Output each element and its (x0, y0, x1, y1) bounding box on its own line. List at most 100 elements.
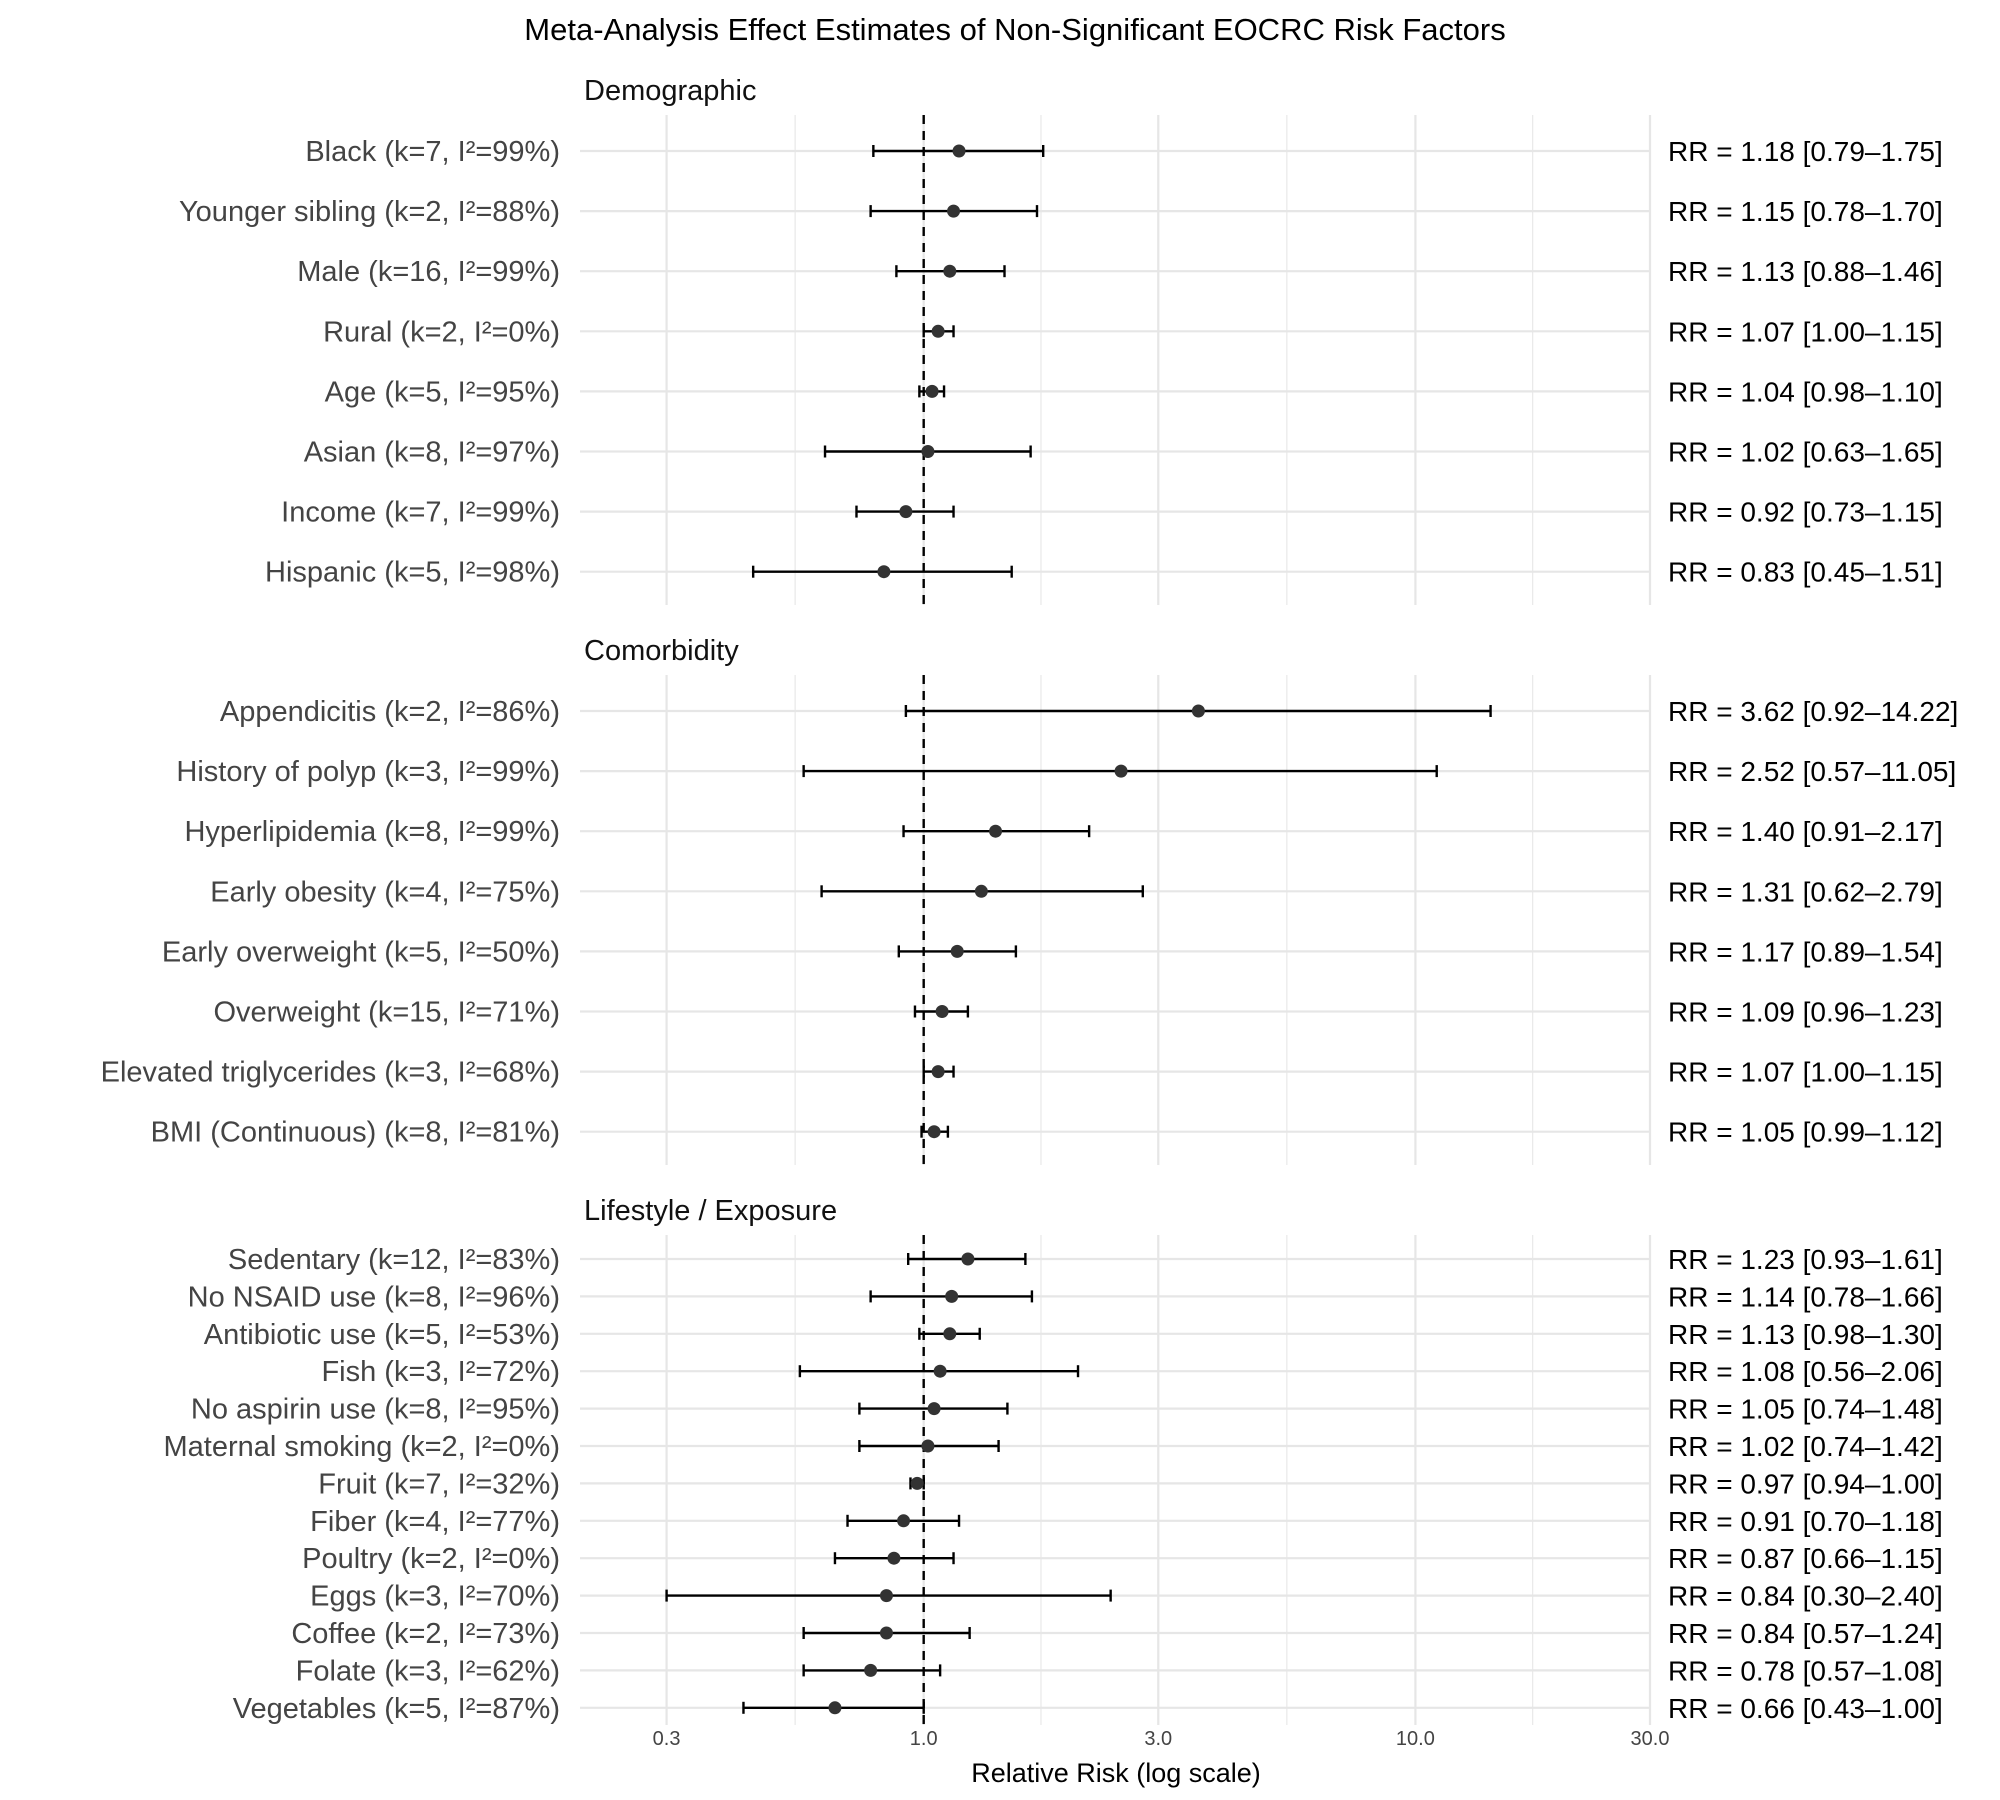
panel-title: Lifestyle / Exposure (584, 1195, 837, 1227)
row-label: Fiber (k=4, I²=77%) (310, 1506, 560, 1538)
point-estimate (950, 944, 964, 958)
point-estimate (933, 1364, 947, 1378)
row-label: Rural (k=2, I²=0%) (323, 316, 560, 348)
row-label: Appendicitis (k=2, I²=86%) (220, 696, 560, 728)
x-tick-label: 30.0 (1631, 1728, 1670, 1750)
rr-label: RR = 1.31 [0.62–2.79] (1668, 876, 1943, 907)
point-estimate (921, 1439, 935, 1453)
row-label: Early overweight (k=5, I²=50%) (162, 936, 560, 968)
rr-label: RR = 0.83 [0.45–1.51] (1668, 557, 1943, 588)
row-label: Age (k=5, I²=95%) (325, 376, 560, 408)
point-estimate (897, 1514, 911, 1528)
rr-label: RR = 1.13 [0.88–1.46] (1668, 256, 1943, 287)
rr-label: RR = 0.84 [0.57–1.24] (1668, 1618, 1943, 1649)
rr-label: RR = 1.23 [0.93–1.61] (1668, 1244, 1943, 1275)
point-estimate (925, 384, 939, 398)
row-label: Poultry (k=2, I²=0%) (302, 1543, 560, 1575)
point-estimate (927, 1125, 941, 1139)
rr-label: RR = 0.78 [0.57–1.08] (1668, 1655, 1943, 1686)
rr-label: RR = 1.09 [0.96–1.23] (1668, 997, 1943, 1028)
row-label: No aspirin use (k=8, I²=95%) (191, 1394, 560, 1426)
panel-title: Comorbidity (584, 635, 739, 667)
x-axis: 0.3 1.0 3.0 10.0 30.0 (653, 1728, 1670, 1750)
point-estimate (910, 1476, 924, 1490)
rr-label: RR = 1.02 [0.74–1.42] (1668, 1431, 1943, 1462)
point-estimate (945, 1289, 959, 1303)
rr-label: RR = 0.92 [0.73–1.15] (1668, 497, 1943, 528)
panel-0: Demographic Black (k=7, I²=99%) RR = 1.18 … (179, 75, 1943, 605)
rr-label: RR = 0.87 [0.66–1.15] (1668, 1543, 1943, 1574)
point-estimate (974, 884, 988, 898)
panel-1: Comorbidity Appendicitis (k=2, I²=86%) RR … (101, 635, 1958, 1165)
point-estimate (1114, 764, 1128, 778)
row-label: Hispanic (k=5, I²=98%) (265, 557, 560, 589)
row-label: Maternal smoking (k=2, I²=0%) (164, 1431, 560, 1463)
point-estimate (887, 1551, 901, 1565)
point-estimate (989, 824, 1003, 838)
row-label: Eggs (k=3, I²=70%) (310, 1581, 560, 1613)
row-label: Folate (k=3, I²=62%) (296, 1655, 560, 1687)
rr-label: RR = 1.13 [0.98–1.30] (1668, 1319, 1943, 1350)
panel-title: Demographic (584, 75, 756, 107)
point-estimate (947, 204, 961, 218)
row-label: History of polyp (k=3, I²=99%) (176, 756, 560, 788)
point-estimate (879, 1589, 893, 1603)
row-label: Income (k=7, I²=99%) (281, 497, 560, 529)
row-label: Vegetables (k=5, I²=87%) (233, 1693, 560, 1725)
point-estimate (921, 445, 935, 458)
row-label: Coffee (k=2, I²=73%) (291, 1618, 560, 1650)
x-tick-label: 3.0 (1144, 1728, 1172, 1750)
rr-label: RR = 0.97 [0.94–1.00] (1668, 1468, 1943, 1499)
point-estimate (931, 1065, 945, 1079)
rr-label: RR = 1.18 [0.79–1.75] (1668, 136, 1943, 167)
rr-label: RR = 1.08 [0.56–2.06] (1668, 1356, 1943, 1387)
point-estimate (1191, 704, 1205, 718)
point-estimate (935, 1005, 949, 1018)
point-estimate (864, 1663, 878, 1677)
row-label: Elevated triglycerides (k=3, I²=68%) (101, 1057, 560, 1089)
point-estimate (879, 1626, 893, 1640)
x-axis-title: Relative Risk (log scale) (971, 1758, 1261, 1788)
rr-label: RR = 1.05 [0.74–1.48] (1668, 1394, 1943, 1425)
chart-title: Meta-Analysis Effect Estimates of Non-Si… (524, 12, 1505, 47)
rr-label: RR = 1.15 [0.78–1.70] (1668, 196, 1943, 227)
row-label: Male (k=16, I²=99%) (297, 256, 560, 288)
rr-label: RR = 3.62 [0.92–14.22] (1668, 696, 1958, 727)
row-label: Antibiotic use (k=5, I²=53%) (204, 1319, 560, 1351)
rr-label: RR = 0.84 [0.30–2.40] (1668, 1581, 1943, 1612)
point-estimate (931, 324, 945, 338)
x-tick-label: 0.3 (653, 1728, 681, 1750)
row-label: Sedentary (k=12, I²=83%) (228, 1244, 560, 1276)
x-tick-label: 10.0 (1396, 1728, 1435, 1750)
panel-2: Lifestyle / Exposure Sedentary (k=12, I²=… (164, 1195, 1943, 1725)
rr-label: RR = 2.52 [0.57–11.05] (1668, 756, 1956, 787)
point-estimate (952, 144, 966, 158)
row-label: No NSAID use (k=8, I²=96%) (188, 1281, 560, 1313)
plot-layer: Demographic Black (k=7, I²=99%) RR = 1.18 … (101, 75, 1958, 1725)
rr-label: RR = 1.05 [0.99–1.12] (1668, 1117, 1943, 1148)
rr-label: RR = 1.02 [0.63–1.65] (1668, 437, 1943, 468)
row-label: Asian (k=8, I²=97%) (304, 437, 560, 469)
row-label: Early obesity (k=4, I²=75%) (210, 876, 560, 908)
rr-label: RR = 1.40 [0.91–2.17] (1668, 816, 1943, 847)
row-label: Younger sibling (k=2, I²=88%) (179, 196, 560, 228)
rr-label: RR = 1.07 [1.00–1.15] (1668, 1057, 1943, 1088)
point-estimate (943, 264, 957, 278)
rr-label: RR = 1.04 [0.98–1.10] (1668, 376, 1943, 407)
rr-label: RR = 1.14 [0.78–1.66] (1668, 1281, 1943, 1312)
rr-label: RR = 1.17 [0.89–1.54] (1668, 936, 1943, 967)
row-label: Hyperlipidemia (k=8, I²=99%) (184, 816, 560, 848)
row-label: Black (k=7, I²=99%) (305, 136, 560, 168)
rr-label: RR = 0.66 [0.43–1.00] (1668, 1693, 1943, 1724)
rr-label: RR = 0.91 [0.70–1.18] (1668, 1506, 1943, 1537)
point-estimate (899, 505, 913, 519)
point-estimate (927, 1402, 941, 1416)
point-estimate (877, 565, 891, 579)
point-estimate (943, 1327, 957, 1341)
point-estimate (961, 1252, 975, 1266)
row-label: Fish (k=3, I²=72%) (321, 1356, 560, 1388)
row-label: BMI (Continuous) (k=8, I²=81%) (151, 1117, 560, 1149)
rr-label: RR = 1.07 [1.00–1.15] (1668, 316, 1943, 347)
row-label: Overweight (k=15, I²=71%) (213, 997, 560, 1029)
